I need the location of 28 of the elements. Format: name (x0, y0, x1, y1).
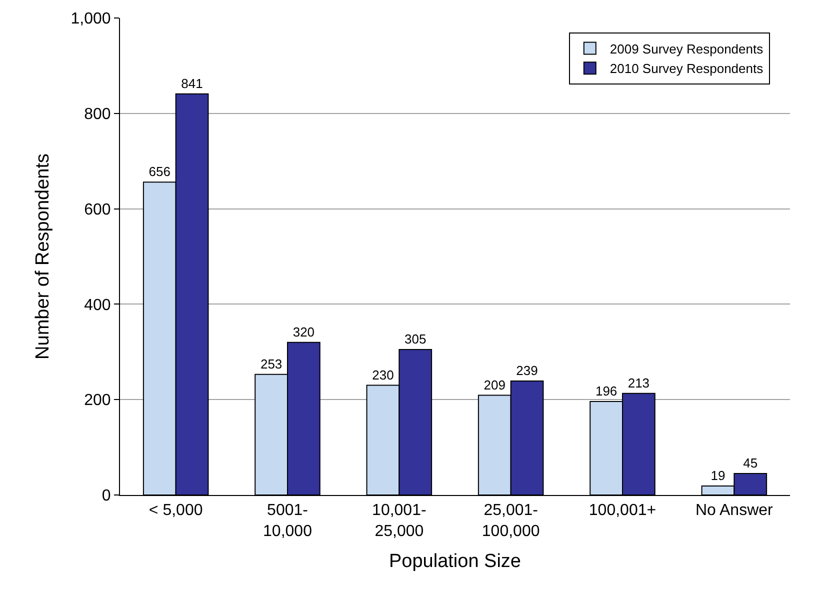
data-label: 841 (181, 76, 203, 91)
data-label: 19 (710, 468, 726, 483)
y-tick-label: 400 (84, 296, 111, 314)
x-tick-label: 100,001+ (588, 502, 656, 520)
x-tick-label: 25,001-100,000 (482, 502, 540, 540)
x-axis-title: Population Size (388, 550, 522, 572)
data-label: 239 (516, 363, 538, 378)
x-tick-label: < 5,000 (148, 502, 203, 520)
data-label: 209 (484, 377, 506, 392)
data-label: 45 (743, 456, 758, 471)
data-label: 656 (148, 164, 170, 180)
x-tick-label: 5001-10,000 (263, 502, 312, 540)
y-tick-label: 800 (84, 106, 111, 123)
data-label: 305 (404, 332, 426, 347)
y-tick-label: 0 (102, 488, 111, 505)
data-label: 196 (595, 384, 618, 399)
data-label: 320 (292, 324, 315, 340)
data-label: 253 (260, 356, 282, 372)
y-axis-title: Number of Respondents (32, 154, 54, 360)
y-tick-label: 600 (84, 201, 111, 218)
x-tick-label: 10,001-25,000 (372, 502, 426, 540)
legend-label: 2009 Survey Respondents (610, 41, 764, 56)
y-tick-label: 200 (84, 392, 111, 410)
data-label: 230 (372, 367, 394, 382)
data-label: 213 (628, 375, 650, 390)
x-tick-label: No Answer (695, 502, 774, 520)
y-tick-label: 1,000 (70, 10, 111, 28)
legend-label: 2010 Survey Respondents (610, 61, 764, 76)
